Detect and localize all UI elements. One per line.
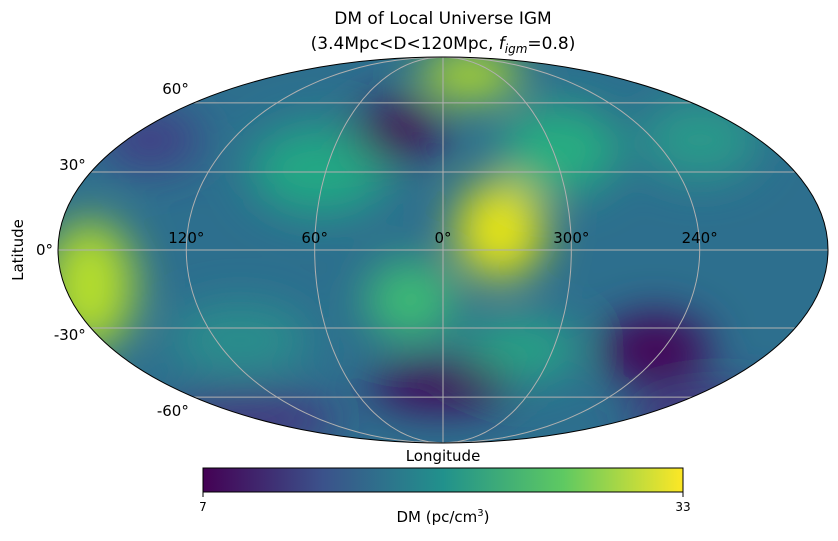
map-outline [57, 56, 829, 444]
x-tick-label: 0° [434, 229, 451, 247]
map-feature [365, 260, 455, 340]
grid-line [442, 56, 572, 444]
colorbar-label: DM (pc/cm3) [396, 508, 489, 526]
map-feature [170, 305, 310, 375]
colorbar [202, 467, 684, 493]
colorbar-tick-label: 7 [199, 500, 207, 514]
x-tick-label: 300° [553, 229, 589, 247]
y-tick-label: -60° [157, 402, 189, 420]
x-tick-label: 60° [301, 229, 328, 247]
subtitle-symbol: f [499, 34, 508, 54]
map-feature [460, 320, 580, 380]
map-feature [250, 125, 390, 215]
map-feature [100, 110, 200, 170]
x-tick-label: 120° [168, 229, 204, 247]
subtitle-text: (3.4Mpc<D<120Mpc, [311, 34, 499, 54]
map-feature [600, 315, 710, 385]
map-feature [370, 360, 510, 410]
graticule [58, 56, 828, 444]
y-tick-label: -30° [54, 326, 86, 344]
colorbar-label-superscript: 3 [477, 508, 483, 519]
map-feature [420, 57, 520, 100]
map-feature [630, 390, 810, 443]
x-tick-label: 240° [682, 229, 718, 247]
chart-subtitle: (3.4Mpc<D<120Mpc, figm=0.8) [311, 34, 576, 56]
colorbar-tick-label: 33 [675, 500, 690, 514]
colorbar-label-text: DM (pc/cm [396, 508, 477, 526]
x-axis-label: Longitude [406, 447, 481, 465]
grid-line [442, 56, 701, 444]
grid-line [185, 56, 444, 444]
colorbar-label-text: ) [484, 508, 490, 526]
map-feature [355, 100, 445, 160]
y-tick-label: 30° [59, 156, 86, 174]
grid-line [314, 56, 444, 444]
y-tick-label: 60° [162, 80, 189, 98]
y-tick-label: 0° [36, 241, 53, 259]
map-feature [640, 100, 760, 180]
chart-title: DM of Local Universe IGM [334, 9, 551, 29]
subtitle-text: =0.8) [527, 34, 575, 54]
y-axis-label: Latitude [9, 219, 27, 281]
subtitle-subscript: igm [505, 42, 528, 56]
map-feature [500, 105, 620, 195]
map-feature [455, 180, 545, 280]
